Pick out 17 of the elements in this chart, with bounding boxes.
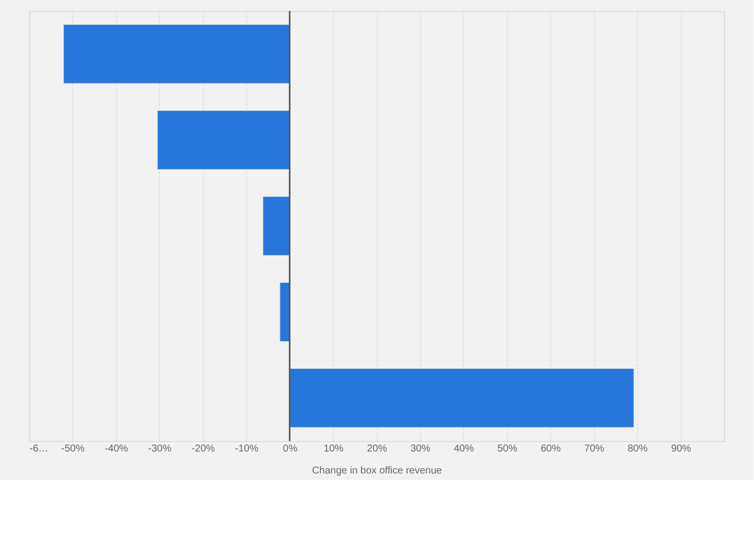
x-tick-label: -10%	[235, 444, 258, 454]
x-tick-label: -6…	[30, 444, 48, 454]
x-tick-label: 70%	[584, 444, 604, 454]
x-tick-label: 0%	[282, 444, 298, 454]
x-tick-label: 50%	[497, 444, 518, 454]
x-tick-label: 40%	[454, 444, 474, 454]
x-tick-label: -30%	[148, 444, 172, 454]
x-tick-label: 80%	[628, 444, 648, 454]
x-tick-label: -50%	[61, 444, 85, 454]
x-tick-label: -20%	[192, 444, 216, 454]
x-axis-title: Change in box office revenue	[312, 466, 442, 476]
x-tick-label: -40%	[104, 444, 128, 454]
x-tick-label: 20%	[366, 444, 388, 454]
x-tick-label: 30%	[410, 444, 431, 454]
x-tick-label: 10%	[324, 444, 344, 454]
x-tick-label: 90%	[671, 444, 692, 454]
x-tick-label: 60%	[540, 444, 561, 454]
